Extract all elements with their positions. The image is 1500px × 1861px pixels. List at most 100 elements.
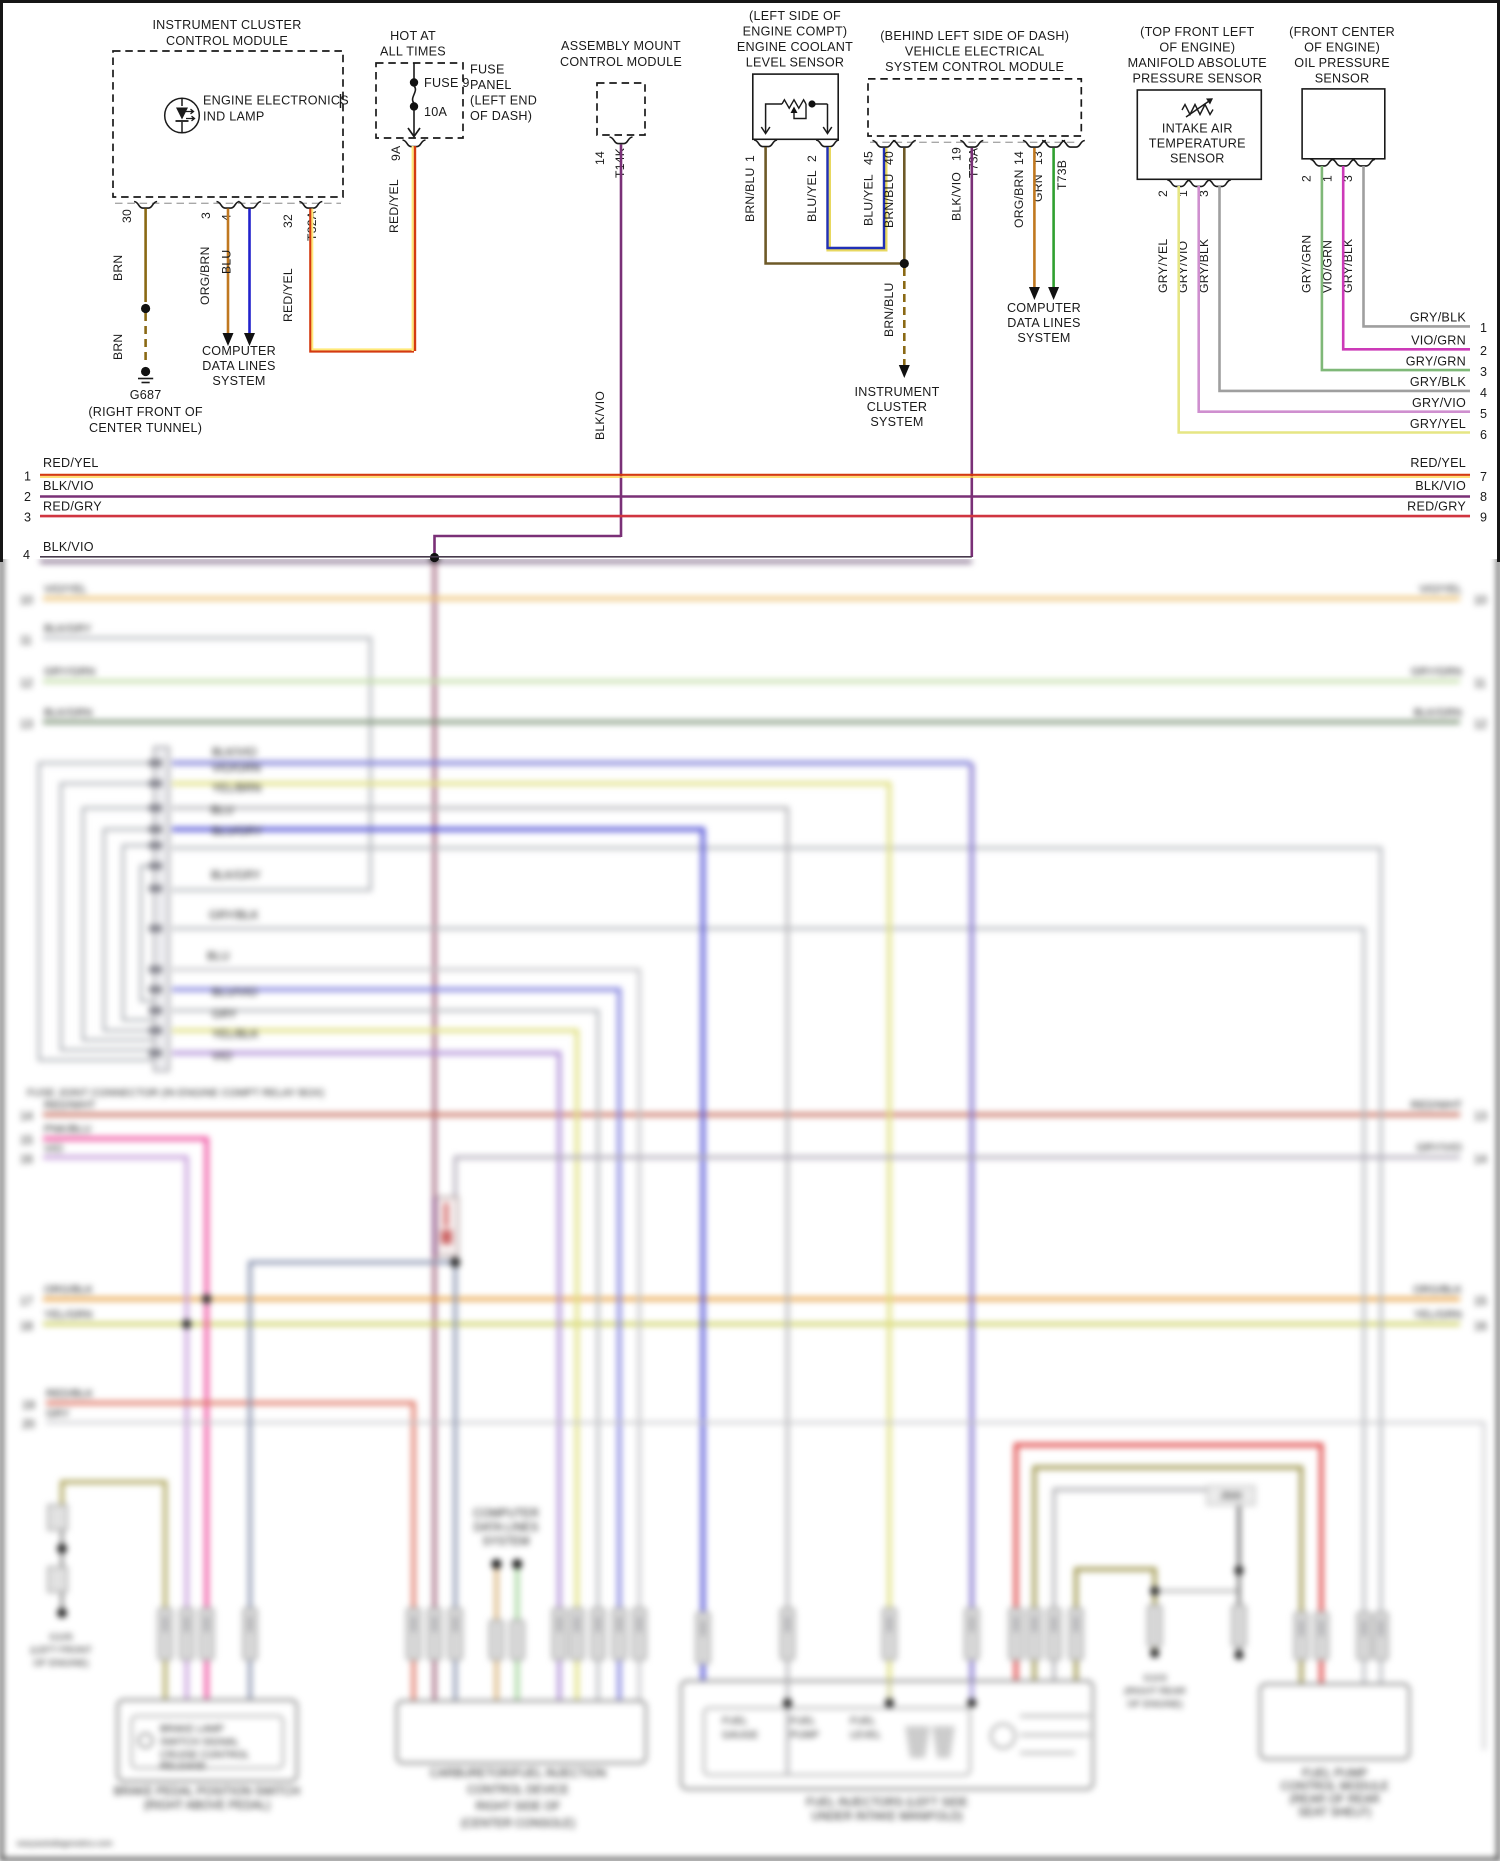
svg-text:1: 1 <box>24 470 31 484</box>
svg-text:BLK/GRN: BLK/GRN <box>1414 707 1462 719</box>
svg-text:BLK/GRN: BLK/GRN <box>44 707 92 719</box>
svg-text:FUEL PUMP: FUEL PUMP <box>1302 1768 1368 1780</box>
svg-text:CLUSTER: CLUSTER <box>867 400 928 414</box>
svg-text:6: 6 <box>1480 428 1487 442</box>
svg-text:(FRONT CENTER: (FRONT CENTER <box>1289 25 1395 39</box>
svg-text:ORG/BRN: ORG/BRN <box>198 246 212 305</box>
svg-text:GRY/BLK: GRY/BLK <box>1410 311 1466 325</box>
svg-text:INSTRUMENT: INSTRUMENT <box>854 385 939 399</box>
svg-text:SYSTEM: SYSTEM <box>870 415 923 429</box>
svg-text:SYSTEM: SYSTEM <box>482 1536 529 1548</box>
svg-text:15: 15 <box>20 1135 33 1147</box>
svg-text:16: 16 <box>1474 1321 1487 1333</box>
svg-text:40: 40 <box>882 151 896 165</box>
svg-text:J500: J500 <box>1220 1491 1242 1502</box>
svg-text:BLK/VIO: BLK/VIO <box>1415 479 1466 493</box>
svg-text:9A: 9A <box>389 145 403 161</box>
svg-text:G105: G105 <box>49 1632 72 1643</box>
svg-text:ORG/BLK: ORG/BLK <box>1413 1284 1463 1296</box>
svg-text:10: 10 <box>1474 595 1487 607</box>
svg-text:RED/YEL: RED/YEL <box>387 179 401 233</box>
svg-text:GAUGE: GAUGE <box>722 1730 758 1741</box>
svg-text:7: 7 <box>1480 470 1487 484</box>
svg-text:BLU/YEL: BLU/YEL <box>805 170 819 222</box>
svg-text:(CENTER CONSOLE): (CENTER CONSOLE) <box>461 1818 576 1830</box>
svg-text:(TOP FRONT LEFT: (TOP FRONT LEFT <box>1140 25 1254 39</box>
svg-text:SYSTEM: SYSTEM <box>212 374 265 388</box>
svg-text:2: 2 <box>1299 175 1313 182</box>
svg-text:RED/YEL: RED/YEL <box>281 268 295 322</box>
svg-text:2: 2 <box>1156 190 1170 197</box>
svg-text:SENSOR: SENSOR <box>1315 72 1370 86</box>
svg-text:GRY/GRN: GRY/GRN <box>1411 666 1462 678</box>
svg-text:BLU: BLU <box>207 951 229 963</box>
svg-text:easyautodiagnostics.com: easyautodiagnostics.com <box>17 1838 112 1848</box>
svg-text:FUEL: FUEL <box>850 1716 876 1727</box>
svg-text:SENSOR: SENSOR <box>1170 152 1225 166</box>
svg-text:CARBURETOR/FUEL INJECTION: CARBURETOR/FUEL INJECTION <box>430 1768 606 1780</box>
svg-text:COMPUTER: COMPUTER <box>202 344 276 358</box>
svg-text:GRY/BLK: GRY/BLK <box>1410 375 1466 389</box>
svg-text:16: 16 <box>20 1154 33 1166</box>
svg-text:DATA LINES: DATA LINES <box>474 1522 539 1534</box>
svg-text:LEVEL SENSOR: LEVEL SENSOR <box>746 56 844 70</box>
svg-text:T73B: T73B <box>1055 160 1069 190</box>
svg-text:1: 1 <box>1176 190 1190 197</box>
svg-text:CENTER TUNNEL): CENTER TUNNEL) <box>89 421 202 435</box>
svg-text:ENGINE COMPT): ENGINE COMPT) <box>743 25 848 39</box>
svg-text:SWITCH SIGNAL: SWITCH SIGNAL <box>160 1737 239 1748</box>
svg-text:11: 11 <box>20 635 32 647</box>
svg-text:INTAKE AIR: INTAKE AIR <box>1162 122 1233 136</box>
svg-text:ORG/BLK: ORG/BLK <box>44 1284 94 1296</box>
svg-text:20: 20 <box>22 1419 35 1431</box>
svg-text:VIO/YEL: VIO/YEL <box>1419 584 1462 596</box>
svg-text:BLK/GRY: BLK/GRY <box>211 870 261 882</box>
svg-text:OF ENGINE): OF ENGINE) <box>33 1658 88 1669</box>
svg-text:(BEHIND LEFT SIDE OF DASH): (BEHIND LEFT SIDE OF DASH) <box>880 29 1069 43</box>
svg-text:CONTROL MODULE: CONTROL MODULE <box>1281 1781 1390 1793</box>
svg-text:COMPUTER: COMPUTER <box>473 1508 539 1520</box>
svg-text:YEL/BRN: YEL/BRN <box>212 783 261 795</box>
svg-text:3: 3 <box>199 212 213 219</box>
svg-text:VIO: VIO <box>44 1143 63 1155</box>
svg-text:1: 1 <box>1321 175 1335 182</box>
svg-text:DATA LINES: DATA LINES <box>202 359 275 373</box>
svg-text:GRY/YEL: GRY/YEL <box>1156 239 1170 293</box>
svg-text:SYSTEM: SYSTEM <box>1017 331 1070 345</box>
svg-text:RED/YEL: RED/YEL <box>1410 456 1466 470</box>
svg-text:YEL/GRN: YEL/GRN <box>44 1309 92 1321</box>
svg-text:OIL PRESSURE: OIL PRESSURE <box>1294 56 1390 70</box>
svg-text:OF DASH): OF DASH) <box>470 109 532 123</box>
svg-text:10A: 10A <box>424 105 448 119</box>
svg-text:18: 18 <box>20 1321 33 1333</box>
svg-text:30: 30 <box>120 209 134 223</box>
svg-text:RED/WHT: RED/WHT <box>44 1100 96 1112</box>
svg-text:IND LAMP: IND LAMP <box>203 110 264 124</box>
svg-text:SYSTEM CONTROL MODULE: SYSTEM CONTROL MODULE <box>885 60 1064 74</box>
svg-text:OF ENGINE): OF ENGINE) <box>1304 41 1380 55</box>
svg-text:2: 2 <box>1480 344 1487 358</box>
svg-text:FUSE JOINT CONNECTOR (IN ENGIN: FUSE JOINT CONNECTOR (IN ENGINE COMPT RE… <box>27 1087 324 1099</box>
svg-text:RED/GRY: RED/GRY <box>1407 500 1466 514</box>
svg-text:(RIGHT ABOVE PEDAL): (RIGHT ABOVE PEDAL) <box>144 1800 270 1812</box>
svg-text:PANEL: PANEL <box>470 78 512 92</box>
svg-text:19: 19 <box>22 1400 35 1412</box>
svg-text:9: 9 <box>1480 511 1487 525</box>
svg-text:GRY/VIO: GRY/VIO <box>1416 1142 1462 1154</box>
svg-text:4: 4 <box>1480 386 1487 400</box>
svg-text:BRAKE PEDAL POSITION SWITCH: BRAKE PEDAL POSITION SWITCH <box>114 1786 300 1798</box>
svg-text:GRY/BLK: GRY/BLK <box>209 910 259 922</box>
svg-text:FUEL: FUEL <box>722 1716 748 1727</box>
svg-text:UNDER INTAKE MANIFOLD): UNDER INTAKE MANIFOLD) <box>811 1811 962 1823</box>
svg-text:OF ENGINE): OF ENGINE) <box>1127 1699 1182 1710</box>
svg-text:1: 1 <box>1480 321 1487 335</box>
svg-text:(LEFT END: (LEFT END <box>470 94 537 108</box>
svg-text:8: 8 <box>1480 490 1487 504</box>
svg-text:15: 15 <box>1474 1296 1487 1308</box>
svg-text:BLK/VIO: BLK/VIO <box>212 747 257 759</box>
svg-text:GRY/GRN: GRY/GRN <box>44 666 95 678</box>
svg-text:BLK/GRY: BLK/GRY <box>44 623 92 635</box>
svg-text:FUEL: FUEL <box>790 1716 816 1727</box>
svg-text:BRN: BRN <box>111 255 125 281</box>
svg-text:GRY/GRN: GRY/GRN <box>1299 235 1313 293</box>
